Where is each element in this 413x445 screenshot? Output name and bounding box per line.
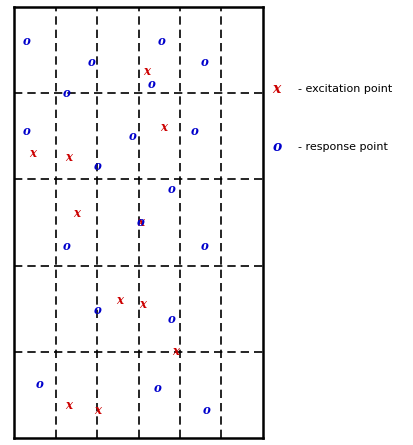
Text: o: o bbox=[272, 140, 281, 154]
Text: x: x bbox=[139, 298, 146, 311]
Text: o: o bbox=[136, 216, 145, 229]
Text: o: o bbox=[22, 125, 30, 138]
Text: o: o bbox=[87, 56, 95, 69]
Text: o: o bbox=[167, 183, 176, 196]
Text: x: x bbox=[116, 294, 123, 307]
Text: x: x bbox=[172, 345, 179, 359]
Text: x: x bbox=[65, 151, 71, 164]
Text: x: x bbox=[160, 121, 166, 134]
Text: o: o bbox=[62, 86, 70, 100]
Text: x: x bbox=[94, 404, 100, 417]
Text: o: o bbox=[35, 378, 43, 391]
Text: x: x bbox=[272, 82, 280, 96]
Text: o: o bbox=[202, 404, 211, 417]
Text: o: o bbox=[93, 160, 101, 173]
Text: o: o bbox=[153, 382, 161, 395]
Text: o: o bbox=[200, 240, 209, 253]
Text: o: o bbox=[157, 35, 165, 48]
Text: x: x bbox=[73, 207, 80, 220]
Text: x: x bbox=[30, 147, 36, 160]
Text: o: o bbox=[190, 125, 198, 138]
Text: o: o bbox=[93, 304, 101, 317]
Text: o: o bbox=[147, 78, 155, 91]
Text: x: x bbox=[65, 399, 71, 412]
Text: o: o bbox=[128, 129, 136, 143]
Text: - response point: - response point bbox=[297, 142, 387, 152]
Text: o: o bbox=[22, 35, 30, 48]
Text: x: x bbox=[143, 65, 150, 78]
Text: o: o bbox=[167, 313, 176, 326]
Text: o: o bbox=[62, 240, 70, 253]
Text: o: o bbox=[200, 56, 209, 69]
Text: - excitation point: - excitation point bbox=[297, 84, 391, 94]
Text: x: x bbox=[137, 216, 144, 229]
